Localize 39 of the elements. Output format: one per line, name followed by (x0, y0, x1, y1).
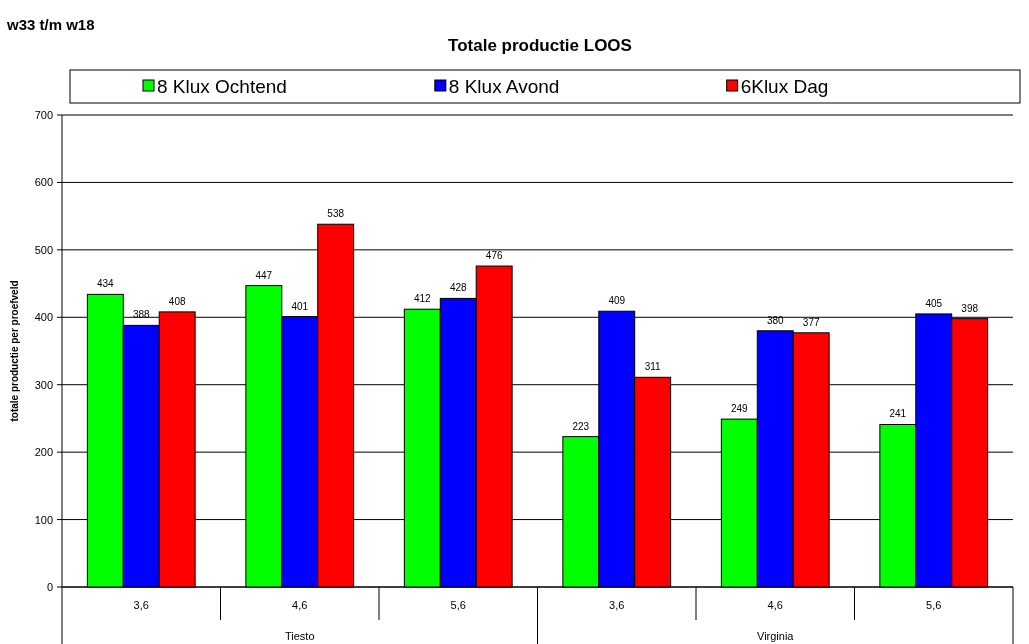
x-tick-label: 4,6 (767, 599, 783, 611)
data-label: 476 (485, 250, 503, 262)
text: Virginia (757, 630, 795, 642)
y-tick-label: 400 (34, 311, 53, 324)
y-tick-label: 0 (46, 581, 53, 593)
data-label: 398 (961, 302, 979, 314)
chart-title: Totale productie LOOS (448, 36, 632, 55)
data-label: 401 (291, 300, 309, 312)
y-tick-label: 100 (34, 513, 53, 526)
data-label: 409 (608, 295, 626, 307)
chart-subtitle: w33 t/m w18 (6, 16, 95, 33)
y-tick-label: 500 (34, 243, 53, 256)
y-tick-label: 200 (34, 446, 53, 459)
data-label: 249 (730, 403, 749, 415)
data-label: 377 (802, 316, 820, 328)
x-tick-label: 4,6 (292, 599, 308, 611)
data-label: 412 (413, 293, 432, 305)
data-label: 447 (255, 269, 273, 281)
x-tick-label: 3,6 (133, 599, 149, 611)
x-tick-label: 5,6 (450, 599, 466, 611)
data-label: 311 (644, 361, 662, 373)
y-tick-label: 300 (34, 378, 53, 391)
y-axis-title: totale productie per proefveld (9, 280, 20, 422)
text: Tiesto (284, 630, 315, 642)
data-label: 428 (449, 282, 468, 294)
legend-label: 6Klux Dag (740, 76, 829, 97)
legend-label: 8 Klux Ochtend (157, 76, 287, 97)
x-tick-label: 5,6 (926, 599, 942, 611)
data-label: 408 (168, 295, 186, 307)
x-tick-label: 3,6 (609, 599, 625, 611)
legend-label: 8 Klux Avond (448, 76, 560, 97)
data-label: 434 (96, 278, 115, 290)
data-label: 380 (766, 314, 785, 326)
y-tick-label: 600 (34, 176, 53, 189)
data-label: 405 (925, 297, 943, 309)
y-tick-label: 700 (34, 109, 53, 121)
data-label: 223 (572, 420, 590, 432)
data-label: 538 (327, 208, 345, 220)
data-label: 241 (889, 408, 907, 420)
